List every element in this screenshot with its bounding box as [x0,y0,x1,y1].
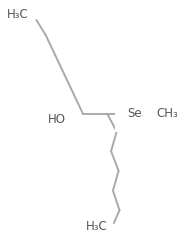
Text: H₃C: H₃C [86,220,107,233]
Text: Se: Se [127,107,142,121]
Text: CH₃: CH₃ [156,107,178,121]
Text: H₃C: H₃C [7,8,29,21]
Text: HO: HO [48,113,66,126]
